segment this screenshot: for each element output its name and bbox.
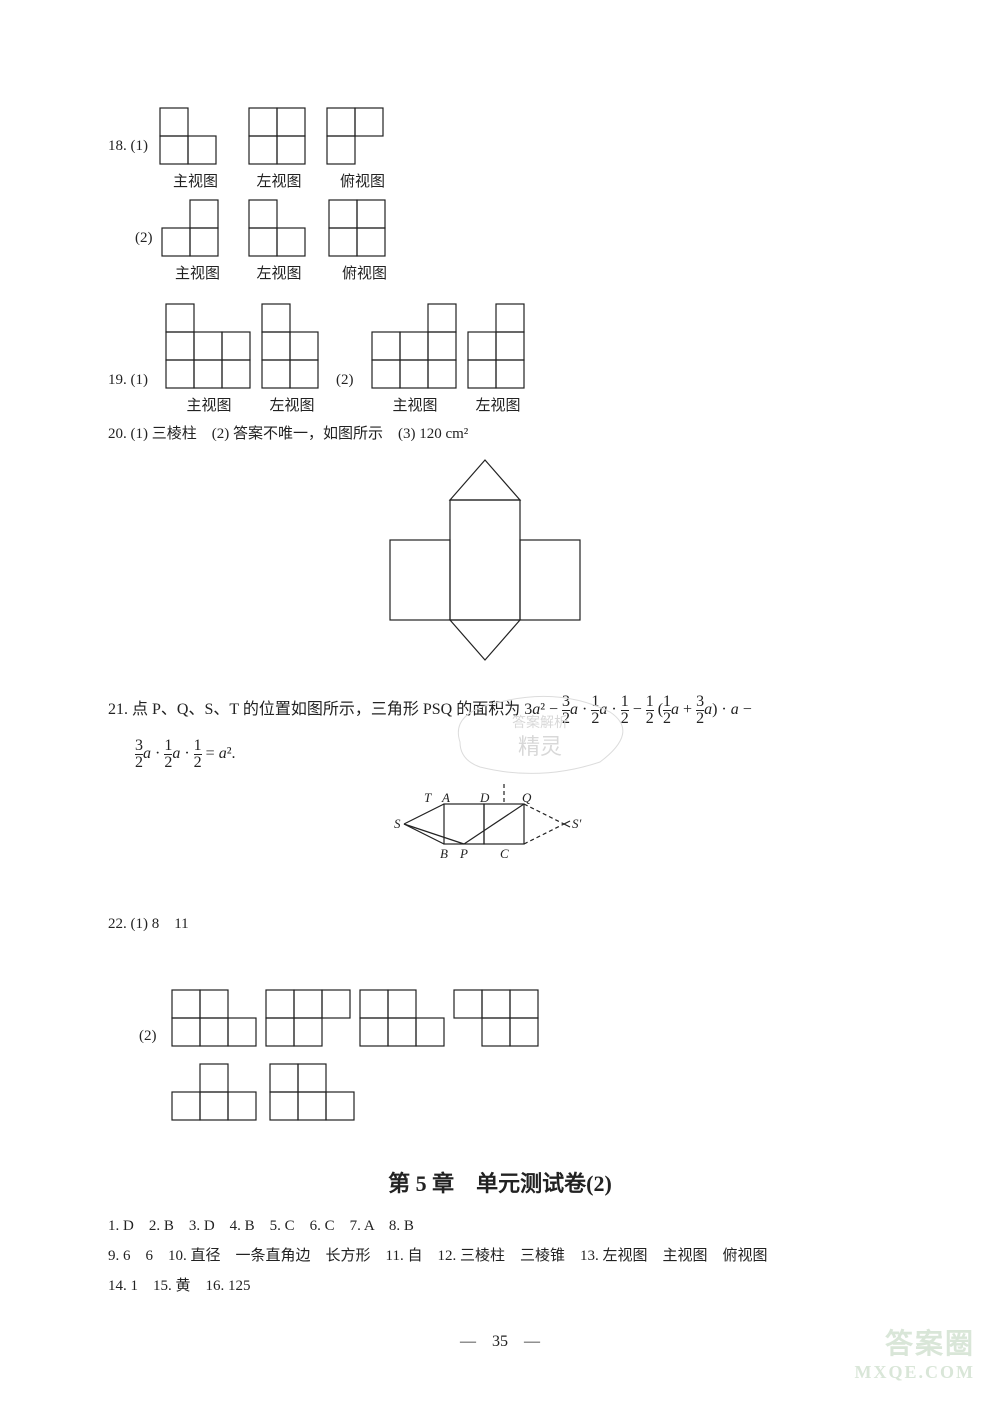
q18-1-left-label: 左视图 [247,170,311,191]
chapter-title: 第 5 章 单元测试卷(2) [0,1166,1000,1198]
q18-2-top [327,198,402,260]
q22-shape-1 [170,988,262,1052]
q20-text: 20. (1) 三棱柱 (2) 答案不唯一，如图所示 (3) 120 cm² [108,422,468,443]
wm-en: MXQE.COM [855,1362,975,1383]
q21-line1: 21. 点 P、Q、S、T 的位置如图所示，三角形 PSQ 的面积为 3a² −… [108,694,908,727]
page: 18. (1) 主视图 左视图 俯视图 (2) 主视图 左视图 俯视图 [0,0,1000,1403]
q19-2-main [370,302,460,392]
wm-cn: 答案圈 [855,1322,975,1362]
answers-line3: 14. 1 15. 黄 16. 125 [108,1274,251,1295]
q18-2-left [247,198,311,260]
q21-line2: 32a · 12a · 12 = a². [135,738,235,771]
svg-text:Q: Q [522,790,532,805]
page-number: — 35 — [0,1327,1000,1351]
q18-1-main [158,106,233,168]
svg-text:S′: S′ [572,816,582,831]
q19-1-left [260,302,324,392]
svg-text:T′: T′ [498,784,508,785]
q19-2-main-label: 主视图 [370,394,460,415]
q21-prefix: 21. 点 P、Q、S、T 的位置如图所示，三角形 PSQ 的面积为 [108,701,520,718]
svg-text:D: D [479,790,490,805]
q18-2-main-label: 主视图 [160,262,235,283]
q19-1-main [164,302,254,392]
svg-text:精灵: 精灵 [518,734,562,759]
q20-figure [380,450,600,680]
q19-2-left-label: 左视图 [466,394,530,415]
q18-1-left [247,106,311,168]
q18-1-top [325,106,400,168]
q19-2-left [466,302,530,392]
q22-line1: 22. (1) 8 11 [108,912,189,933]
q19-1-num: 19. (1) [108,372,148,389]
q22-shape-6 [268,1062,360,1126]
answers-line1: 1. D 2. B 3. D 4. B 5. C 6. C 7. A 8. B [108,1214,414,1235]
q21-figure: T A D Q S S′ B P C T′ [394,784,624,894]
svg-text:B: B [440,846,448,861]
q19-1-main-label: 主视图 [164,394,254,415]
svg-text:P: P [459,846,468,861]
q18-2-left-label: 左视图 [247,262,311,283]
watermark-bottom: 答案圈 MXQE.COM [855,1322,975,1383]
svg-text:C: C [500,846,509,861]
q22-shape-2 [264,988,356,1052]
q22-shape-4 [452,988,544,1052]
svg-text:S: S [394,816,401,831]
q18-1-num: 18. (1) [108,138,148,155]
q18-2-num: (2) [135,230,153,247]
q19-1-left-label: 左视图 [260,394,324,415]
q18-1-top-label: 俯视图 [325,170,400,191]
svg-text:T: T [424,790,432,805]
q22-shape-3 [358,988,450,1052]
q18-1-main-label: 主视图 [158,170,233,191]
q19-2-paren: (2) [336,372,354,389]
q22-paren2: (2) [139,1028,157,1045]
q22-shape-5 [170,1062,262,1126]
q21-math1: 3a² − 32a · 12a · 12 − 12 (12a + 32a) · … [524,701,752,718]
q18-2-main [160,198,235,260]
svg-text:A: A [441,790,450,805]
answers-line2: 9. 6 6 10. 直径 一条直角边 长方形 11. 自 12. 三棱柱 三棱… [108,1244,908,1265]
q18-2-top-label: 俯视图 [327,262,402,283]
